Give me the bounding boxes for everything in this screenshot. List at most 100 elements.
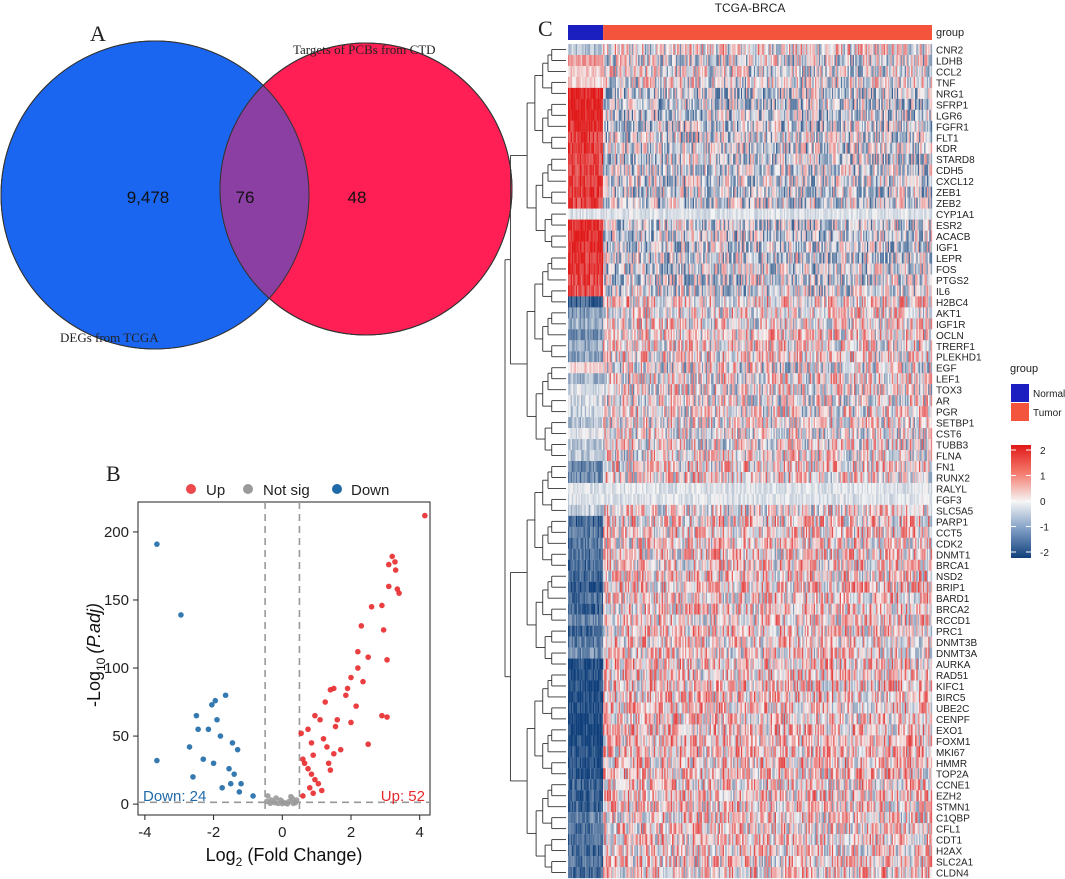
- heatmap-cell: [731, 54, 734, 67]
- heatmap-cell: [610, 208, 613, 220]
- heatmap-cell: [824, 153, 826, 165]
- heatmap-cell: [642, 120, 644, 132]
- heatmap-cell: [929, 153, 931, 165]
- volcano-point-up: [305, 765, 311, 772]
- heatmap-cell: [778, 175, 781, 187]
- heatmap-cell: [891, 54, 894, 67]
- heatmap-cell: [860, 98, 862, 110]
- heatmap-cell: [685, 54, 687, 67]
- heatmap-cell: [746, 65, 748, 78]
- heatmap-cell: [713, 120, 716, 132]
- heatmap-cell: [601, 208, 604, 220]
- heatmap-cell: [837, 65, 839, 78]
- heatmap-cell: [890, 120, 892, 132]
- heatmap-cell: [699, 175, 701, 187]
- heatmap-cell: [857, 219, 860, 231]
- heatmap-cell: [785, 131, 787, 143]
- heatmap-cell: [847, 208, 849, 220]
- heatmap-cell: [574, 109, 576, 121]
- heatmap-cell: [636, 98, 639, 110]
- heatmap-cell: [718, 219, 721, 231]
- heatmap-cell: [634, 142, 636, 154]
- heatmap-cell: [717, 142, 719, 154]
- heatmap-cell: [656, 131, 658, 143]
- heatmap-cell: [707, 65, 709, 78]
- heatmap-cell: [678, 219, 680, 231]
- heatmap-cell: [649, 219, 652, 231]
- heatmap-cell: [811, 175, 813, 187]
- heatmap-cell: [777, 65, 779, 78]
- heatmap-cell: [666, 54, 669, 67]
- heatmap-cell: [925, 98, 927, 110]
- heatmap-cell: [713, 164, 716, 176]
- heatmap-cell: [824, 44, 826, 56]
- heatmap-title: TCGA-BRCA: [715, 1, 786, 15]
- heatmap-cell: [893, 120, 895, 132]
- heatmap-cell: [597, 175, 600, 187]
- heatmap-cell: [828, 186, 830, 198]
- panel-label-b: B: [106, 461, 121, 486]
- heatmap-cell: [821, 87, 823, 100]
- heatmap-cell: [633, 197, 635, 209]
- heatmap-cell: [883, 98, 886, 110]
- heatmap-cell: [881, 98, 883, 110]
- heatmap-cell: [855, 186, 857, 198]
- heatmap-cell: [597, 131, 600, 143]
- heatmap-cell: [813, 153, 816, 165]
- heatmap-cell: [629, 175, 631, 187]
- heatmap-cell: [817, 153, 820, 165]
- heatmap-cell: [724, 219, 726, 231]
- heatmap-cell: [605, 142, 608, 154]
- heatmap-cell: [600, 44, 602, 56]
- heatmap-cell: [756, 54, 758, 67]
- heatmap-cell: [929, 197, 931, 209]
- heatmap-cell: [818, 208, 821, 220]
- heatmap-cell: [903, 54, 905, 67]
- heatmap-cell: [677, 65, 679, 78]
- heatmap-cell: [755, 186, 757, 198]
- heatmap-cell: [669, 87, 671, 100]
- heatmap-cell: [707, 44, 709, 56]
- heatmap-cell: [630, 87, 632, 100]
- heatmap-cell: [721, 98, 723, 110]
- heatmap-cell: [652, 109, 654, 121]
- heatmap-cell: [612, 219, 614, 231]
- heatmap-cell: [642, 131, 644, 143]
- heatmap-cell: [878, 65, 881, 78]
- heatmap-cell: [729, 197, 731, 209]
- heatmap-cell: [740, 197, 743, 209]
- heatmap-cell: [783, 153, 786, 165]
- heatmap-cell: [714, 208, 717, 220]
- heatmap-cell: [687, 219, 690, 231]
- heatmap-cell: [638, 142, 640, 154]
- heatmap-cell: [790, 76, 792, 89]
- heatmap-cell: [882, 197, 885, 209]
- heatmap-cell: [669, 109, 671, 121]
- heatmap-cell: [618, 208, 621, 220]
- heatmap-cell: [642, 219, 644, 231]
- heatmap-cell: [887, 186, 890, 198]
- heatmap-cell: [887, 131, 890, 143]
- heatmap-cell: [733, 65, 735, 78]
- heatmap-cell: [774, 98, 777, 110]
- heatmap-cell: [640, 186, 643, 198]
- heatmap-cell: [900, 164, 903, 176]
- heatmap-cell: [639, 164, 641, 176]
- heatmap-cell: [786, 208, 788, 220]
- heatmap-cell: [895, 109, 898, 121]
- heatmap-cell: [742, 54, 744, 67]
- heatmap-cell: [808, 153, 810, 165]
- heatmap-cell: [860, 44, 862, 56]
- heatmap-cell: [868, 175, 870, 187]
- heatmap-cell: [921, 208, 924, 220]
- heatmap-cell: [677, 76, 679, 89]
- heatmap-cell: [698, 120, 700, 132]
- heatmap-cell: [608, 175, 610, 187]
- heatmap-cell: [926, 76, 929, 89]
- heatmap-cell: [729, 131, 731, 143]
- heatmap-cell: [869, 208, 872, 220]
- heatmap-cell: [608, 153, 610, 165]
- heatmap-cell: [682, 87, 684, 100]
- heatmap-cell: [872, 197, 874, 209]
- heatmap-cell: [590, 142, 592, 154]
